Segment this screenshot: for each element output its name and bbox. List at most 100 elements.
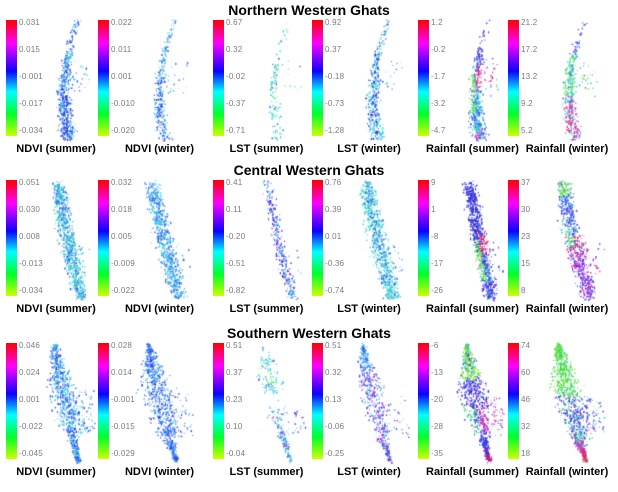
colorbar-tick-label: 9 — [431, 178, 436, 187]
panel-strip-southern: 0.046 0.024 0.001 -0.022 -0.045 NDVI (summer)… — [0, 341, 618, 481]
colorbar-tick-label: -4.7 — [431, 126, 446, 135]
map-scatter — [544, 178, 606, 302]
colorbar — [6, 20, 17, 136]
colorbar — [6, 180, 17, 296]
panel-caption: NDVI (winter) — [124, 143, 195, 155]
map-scatter — [249, 341, 310, 465]
panel-caption: NDVI (winter) — [124, 303, 195, 315]
colorbar-tick-label: -0.017 — [19, 99, 43, 108]
colorbar-tick-label: 0.39 — [325, 205, 342, 214]
colorbar-tick-label: 1.2 — [431, 18, 443, 27]
panel-lst-winter: 0.51 0.32 0.13 -0.06 -0.25 LST (winter) — [312, 341, 418, 481]
colorbar-tick-label: 0.37 — [226, 368, 243, 377]
colorbar-tick-label: -0.71 — [226, 126, 246, 135]
colorbar-tick-label: 0.032 — [111, 178, 133, 187]
colorbar-tick-label: 0.11 — [226, 205, 242, 214]
colorbar-tick-label: -0.73 — [325, 99, 345, 108]
region-row-northern: Northern Western Ghats 0.031 0.015 -0.001 -… — [0, 0, 618, 157]
region-row-southern: Southern Western Ghats 0.046 0.024 0.001 -0… — [0, 319, 618, 492]
map-scatter — [42, 178, 96, 302]
colorbar-tick-label: -8 — [431, 232, 439, 241]
colorbar-tick-label: 0.32 — [325, 368, 342, 377]
map-scatter — [454, 18, 506, 142]
colorbar-tick-label: 0.051 — [19, 178, 41, 187]
colorbar-tick-label: 0.51 — [325, 341, 342, 350]
colorbar — [508, 343, 519, 459]
colorbar — [213, 20, 224, 136]
colorbar-tick-label: 0.37 — [325, 45, 342, 54]
panel-strip-central: 0.051 0.030 0.008 -0.013 -0.034 NDVI (summer)… — [0, 178, 618, 318]
panel-caption: NDVI (winter) — [124, 466, 195, 478]
panel-ndvi-summer: 0.031 0.015 -0.001 -0.017 -0.034 NDVI (summer… — [6, 18, 98, 158]
panel-caption: LST (summer) — [229, 303, 304, 315]
colorbar — [98, 20, 109, 136]
colorbar-tick-label: 0.014 — [111, 368, 133, 377]
panel-rainfall-summer: -6 -13 -20 -28 -35 Rainfall (summer) — [418, 341, 519, 481]
colorbar-tick-label: -0.06 — [325, 422, 345, 431]
row-title-southern: Southern Western Ghats — [227, 325, 391, 341]
colorbar-tick-label: -0.013 — [19, 259, 43, 268]
colorbar-tick-label: 0.005 — [111, 232, 133, 241]
colorbar-tick-label: -0.034 — [19, 126, 43, 135]
panel-caption: NDVI (summer) — [16, 466, 96, 478]
colorbar-tick-label: 0.015 — [19, 45, 41, 54]
colorbar-tick-label: 0.011 — [111, 45, 132, 54]
colorbar-tick-label: 74 — [521, 341, 531, 350]
colorbar-tick-label: 15 — [521, 259, 531, 268]
panel-rainfall-winter: 21.2 17.2 13.2 9.2 5.2 Rainfall (winter) — [508, 18, 618, 158]
panel-rainfall-winter: 74 60 46 32 18 Rainfall (winter) — [508, 341, 618, 481]
colorbar-tick-label: 0.41 — [226, 178, 243, 187]
panel-ndvi-summer: 0.051 0.030 0.008 -0.013 -0.034 NDVI (summer) — [6, 178, 98, 318]
colorbar-tick-label: 30 — [521, 205, 531, 214]
colorbar — [312, 343, 323, 459]
panel-rainfall-summer: 1.2 -0.2 -1.7 -3.2 -4.7 Rainfall (summer) — [418, 18, 519, 158]
colorbar — [312, 180, 323, 296]
colorbar-tick-label: -3.2 — [431, 99, 446, 108]
colorbar-tick-label: -13 — [431, 368, 444, 377]
colorbar — [418, 343, 429, 459]
panel-caption: Rainfall (winter) — [525, 143, 609, 155]
panel-caption: LST (winter) — [337, 466, 401, 478]
colorbar-tick-label: -0.37 — [226, 99, 246, 108]
colorbar-tick-label: 0.32 — [226, 45, 243, 54]
colorbar-tick-label: 60 — [521, 368, 531, 377]
colorbar-tick-label: -6 — [431, 341, 439, 350]
colorbar-tick-label: -0.001 — [111, 395, 135, 404]
panel-ndvi-summer: 0.046 0.024 0.001 -0.022 -0.045 NDVI (summer) — [6, 341, 98, 481]
colorbar-tick-label: -0.02 — [226, 72, 246, 81]
colorbar-tick-label: -28 — [431, 422, 444, 431]
colorbar-tick-label: -0.25 — [325, 449, 345, 458]
panel-ndvi-winter: 0.032 0.018 0.005 -0.009 -0.022 NDVI (winter) — [98, 178, 213, 318]
colorbar — [6, 343, 17, 459]
colorbar-tick-label: 0.018 — [111, 205, 133, 214]
colorbar-tick-label: 0.028 — [111, 341, 133, 350]
panel-lst-summer: 0.51 0.37 0.23 0.10 -0.04 LST (summer) — [213, 341, 312, 481]
map-scatter — [134, 18, 196, 142]
row-title-northern: Northern Western Ghats — [228, 2, 390, 18]
colorbar-tick-label: 21.2 — [521, 18, 538, 27]
colorbar-tick-label: 46 — [521, 395, 531, 404]
colorbar-tick-label: 0.046 — [19, 341, 41, 350]
colorbar-tick-label: -0.022 — [19, 422, 43, 431]
colorbar-tick-label: -1.7 — [431, 72, 446, 81]
panel-caption: NDVI (summer) — [16, 143, 96, 155]
colorbar-tick-label: 8 — [521, 286, 526, 295]
colorbar-tick-label: 0.030 — [19, 205, 41, 214]
colorbar-tick-label: -0.20 — [226, 232, 246, 241]
panel-caption: Rainfall (summer) — [426, 143, 519, 155]
colorbar-tick-label: -0.74 — [325, 286, 345, 295]
colorbar — [508, 20, 519, 136]
colorbar-tick-label: 9.2 — [521, 99, 533, 108]
colorbar-tick-label: -0.001 — [19, 72, 43, 81]
colorbar-tick-label: -0.015 — [111, 422, 135, 431]
colorbar-tick-label: 0.67 — [226, 18, 243, 27]
colorbar-tick-label: 0.13 — [325, 395, 342, 404]
panel-lst-winter: 0.76 0.39 0.01 -0.36 -0.74 LST (winter) — [312, 178, 418, 318]
colorbar-tick-label: 0.022 — [111, 18, 133, 27]
map-scatter — [544, 18, 606, 142]
panel-rainfall-winter: 37 30 23 15 8 Rainfall (winter) — [508, 178, 618, 318]
panel-caption: LST (summer) — [229, 143, 304, 155]
colorbar-tick-label: -0.022 — [111, 286, 135, 295]
panel-lst-winter: 0.92 0.37 -0.18 -0.73 -1.28 LST (winter) — [312, 18, 418, 158]
